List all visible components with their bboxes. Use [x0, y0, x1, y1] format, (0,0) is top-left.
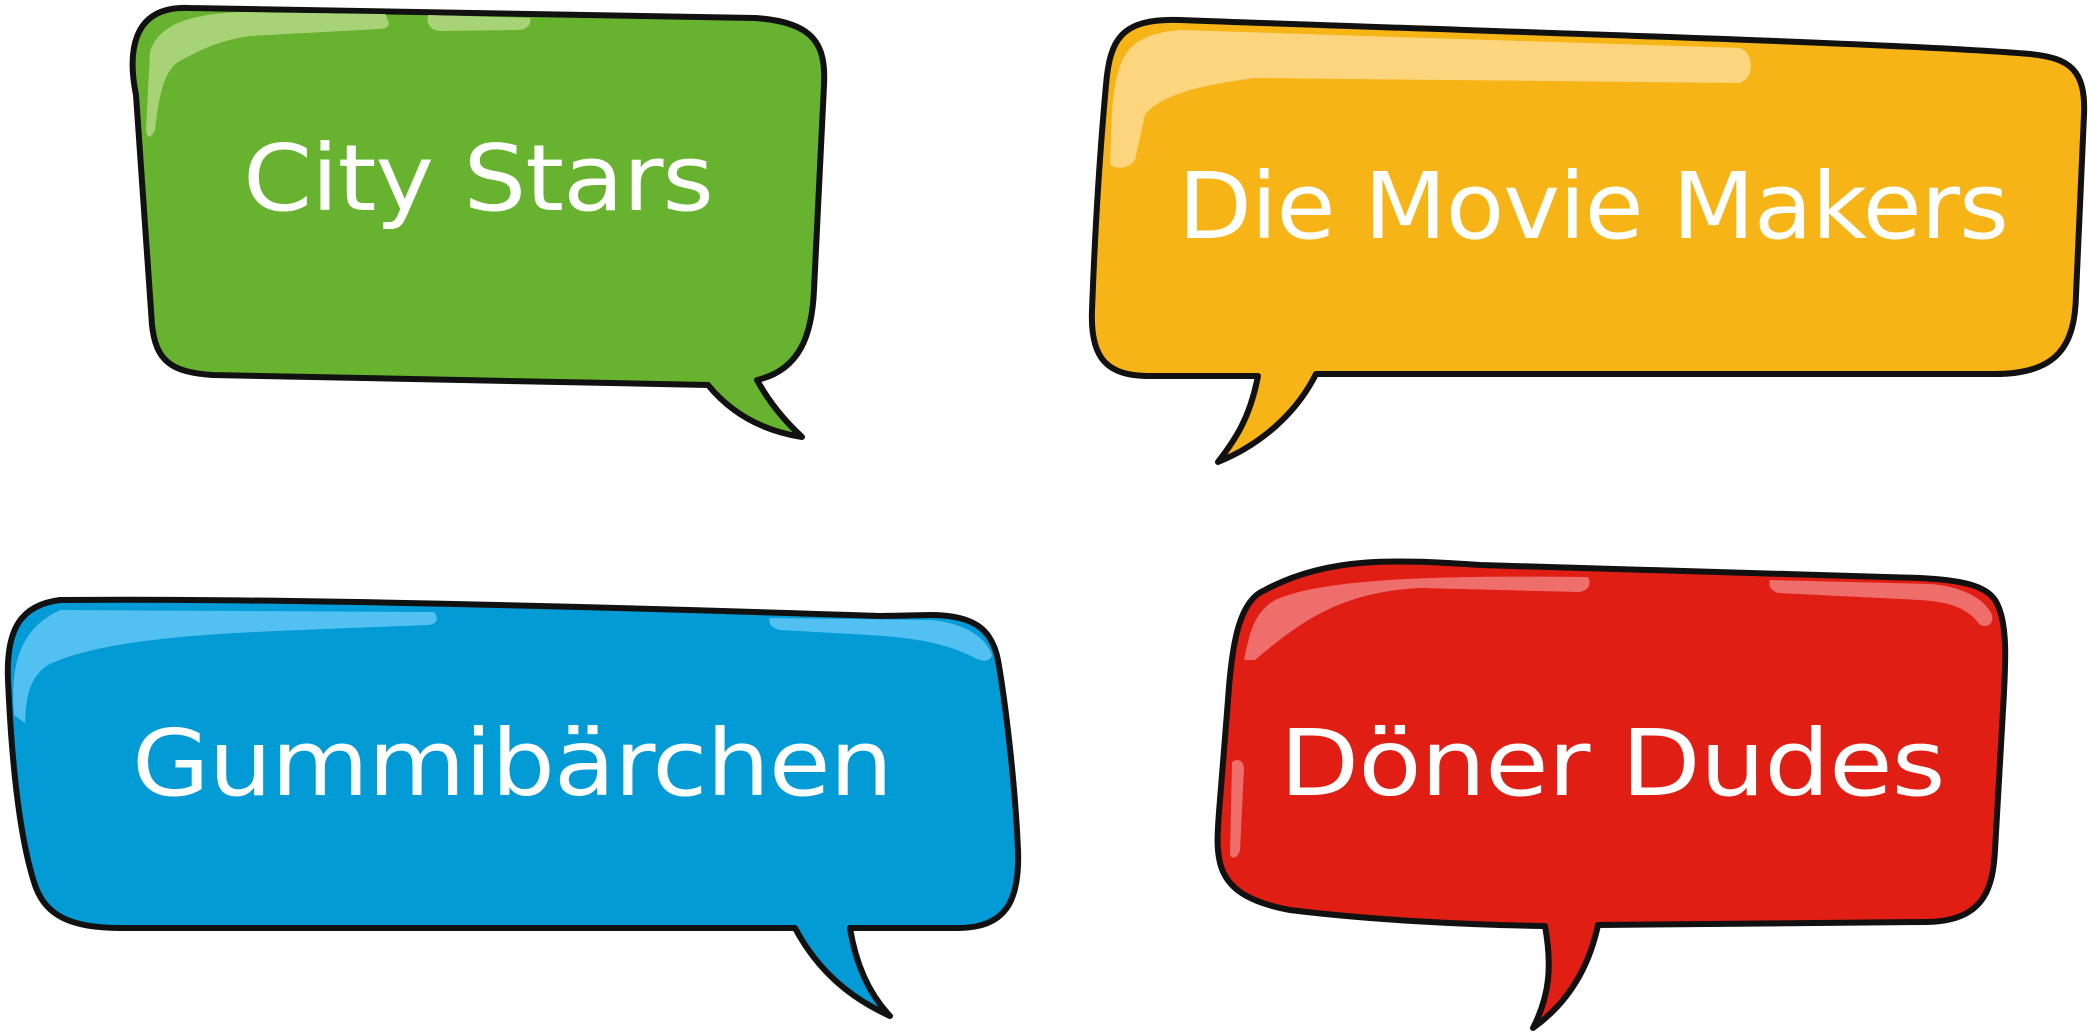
- speech-bubble-die-movie-makers-label: Die Movie Makers: [1178, 153, 2008, 260]
- speech-bubble-doener-dudes-highlight-small: [1769, 580, 1993, 626]
- speech-bubble-doener-dudes-label: Döner Dudes: [1280, 710, 1945, 817]
- speech-bubble-doener-dudes-highlight: [1244, 576, 1590, 660]
- speech-bubble-city-stars-label: City Stars: [243, 125, 713, 232]
- speech-bubble-city-stars-highlight: [146, 12, 389, 137]
- speech-bubble-gummibaerchen-label: Gummibärchen: [132, 710, 892, 817]
- speech-bubble-city-stars-shape: [129, 4, 828, 440]
- speech-bubble-die-movie-makers: Die Movie Makers: [1088, 16, 2088, 465]
- speech-bubble-doener-dudes-highlight-side: [1230, 760, 1244, 858]
- speech-bubble-city-stars: City Stars: [129, 4, 828, 440]
- speech-bubble-city-stars-highlight-small: [427, 15, 531, 31]
- speech-bubble-die-movie-makers-shape: [1088, 16, 2088, 465]
- speech-bubble-doener-dudes-shape: [1214, 558, 2009, 1031]
- speech-bubble-die-movie-makers-highlight: [1110, 30, 1752, 168]
- speech-bubble-doener-dudes: Döner Dudes: [1214, 558, 2009, 1031]
- speech-bubble-gummibaerchen: Gummibärchen: [4, 596, 1022, 1019]
- speech-bubble-gummibaerchen-highlight: [13, 610, 437, 723]
- speech-bubble-gummibaerchen-highlight-small: [769, 618, 992, 661]
- speech-bubble-gummibaerchen-shape: [4, 596, 1022, 1019]
